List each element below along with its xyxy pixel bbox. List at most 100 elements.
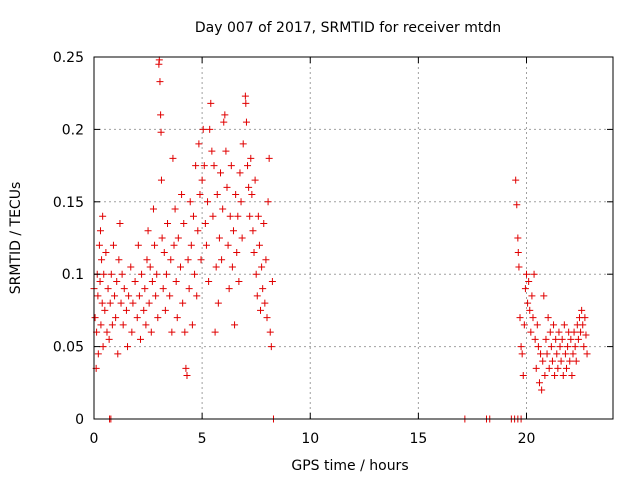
data-point [533, 321, 541, 329]
data-point [551, 372, 559, 380]
data-point [131, 277, 139, 285]
data-point [140, 306, 148, 314]
data-point [133, 314, 141, 322]
data-point [157, 111, 165, 119]
data-point [236, 169, 244, 177]
data-point [200, 162, 208, 170]
y-tick-label: 0.2 [62, 122, 84, 138]
data-point [253, 292, 261, 300]
data-point [164, 220, 172, 228]
data-point [556, 343, 564, 351]
data-point [568, 372, 576, 380]
data-point [265, 154, 273, 162]
data-point [535, 379, 543, 387]
data-point [212, 263, 220, 271]
data-point [539, 357, 547, 365]
data-point [234, 212, 242, 220]
data-point [157, 128, 165, 136]
data-point [122, 306, 130, 314]
data-point [127, 263, 135, 271]
data-point [224, 241, 232, 249]
data-point [571, 343, 579, 351]
data-point [262, 256, 270, 264]
data-point [201, 220, 209, 228]
data-point [563, 364, 571, 372]
data-point [219, 205, 227, 213]
data-point [108, 321, 116, 329]
data-point [134, 241, 142, 249]
data-point [177, 263, 184, 271]
data-point [529, 314, 537, 322]
data-point [579, 321, 587, 329]
data-point [119, 321, 127, 329]
data-point [518, 350, 526, 358]
data-point [214, 299, 222, 307]
y-tick-label: 0 [75, 412, 84, 428]
data-point [580, 343, 588, 351]
data-point [514, 234, 522, 242]
plot-frame [93, 56, 614, 420]
data-point [195, 140, 203, 148]
data-point [185, 285, 193, 293]
data-point [531, 335, 539, 343]
data-point [231, 321, 239, 329]
data-point [554, 364, 562, 372]
data-point [527, 328, 535, 336]
data-point [167, 256, 175, 264]
data-point [517, 343, 525, 351]
data-point [540, 292, 548, 300]
data-point [143, 256, 151, 264]
data-point [161, 306, 169, 314]
data-point [192, 162, 200, 170]
data-point [138, 270, 146, 278]
data-point [530, 270, 538, 278]
data-point [567, 335, 575, 343]
data-point [208, 147, 216, 155]
x-tick-label: 0 [90, 431, 99, 447]
data-point [252, 270, 260, 278]
data-point [184, 256, 192, 264]
data-point [232, 191, 240, 199]
data-point [199, 125, 207, 133]
data-point [91, 314, 99, 322]
data-point [254, 212, 262, 220]
y-tick-label: 0.1 [62, 267, 84, 283]
data-point [246, 212, 254, 220]
data-points [90, 56, 591, 423]
data-point [141, 285, 149, 293]
data-point [115, 256, 123, 264]
data-point [145, 299, 153, 307]
data-point [170, 241, 178, 249]
data-point [209, 212, 217, 220]
data-point [544, 314, 552, 322]
data-point [217, 169, 225, 177]
data-point [228, 263, 236, 271]
data-point [578, 306, 586, 314]
data-point [263, 314, 271, 322]
data-point [178, 191, 186, 199]
data-point [120, 285, 128, 293]
data-point [148, 277, 156, 285]
data-point [557, 357, 565, 365]
data-point [193, 292, 201, 300]
data-point [159, 285, 167, 293]
data-point [559, 372, 567, 380]
data-point [96, 227, 104, 235]
data-point [116, 220, 124, 228]
data-point [113, 277, 121, 285]
data-point [249, 227, 257, 235]
data-point [227, 162, 235, 170]
data-point [215, 234, 223, 242]
data-point [98, 256, 106, 264]
data-point [257, 306, 265, 314]
data-point [183, 372, 191, 380]
data-point [198, 176, 206, 184]
data-point [552, 335, 560, 343]
data-point [258, 263, 266, 271]
data-point [264, 198, 272, 206]
data-point [142, 321, 150, 329]
data-point [268, 277, 276, 285]
data-point [158, 234, 166, 242]
data-point [111, 292, 119, 300]
